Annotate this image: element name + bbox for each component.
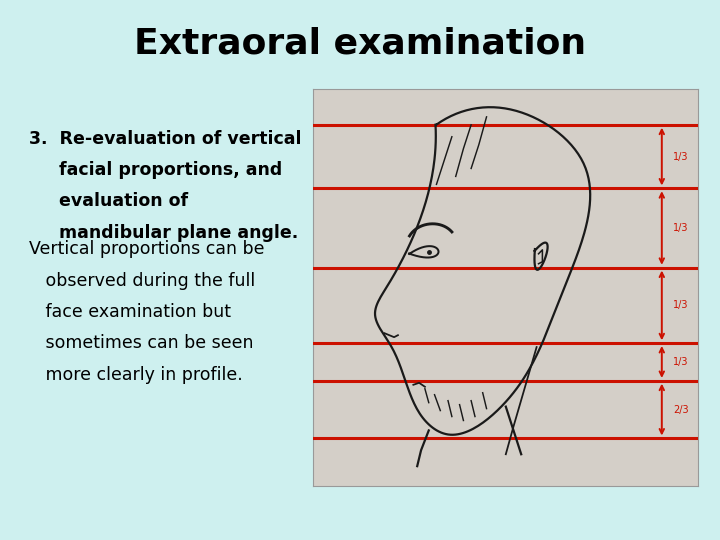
Text: Vertical proportions can be: Vertical proportions can be xyxy=(29,240,264,258)
Text: observed during the full: observed during the full xyxy=(29,272,255,289)
Text: 1/3: 1/3 xyxy=(673,152,689,161)
Text: mandibular plane angle.: mandibular plane angle. xyxy=(29,224,298,241)
Text: 1/3: 1/3 xyxy=(673,300,689,310)
Text: 2/3: 2/3 xyxy=(673,404,689,415)
Text: more clearly in profile.: more clearly in profile. xyxy=(29,366,243,383)
Text: 1/3: 1/3 xyxy=(673,357,689,367)
Text: 3.  Re-evaluation of vertical: 3. Re-evaluation of vertical xyxy=(29,130,301,147)
Text: evaluation of: evaluation of xyxy=(29,192,188,210)
Text: sometimes can be seen: sometimes can be seen xyxy=(29,334,253,352)
Text: face examination but: face examination but xyxy=(29,303,231,321)
Text: Extraoral examination: Extraoral examination xyxy=(134,27,586,61)
Text: facial proportions, and: facial proportions, and xyxy=(29,161,282,179)
Text: 1/3: 1/3 xyxy=(673,223,689,233)
